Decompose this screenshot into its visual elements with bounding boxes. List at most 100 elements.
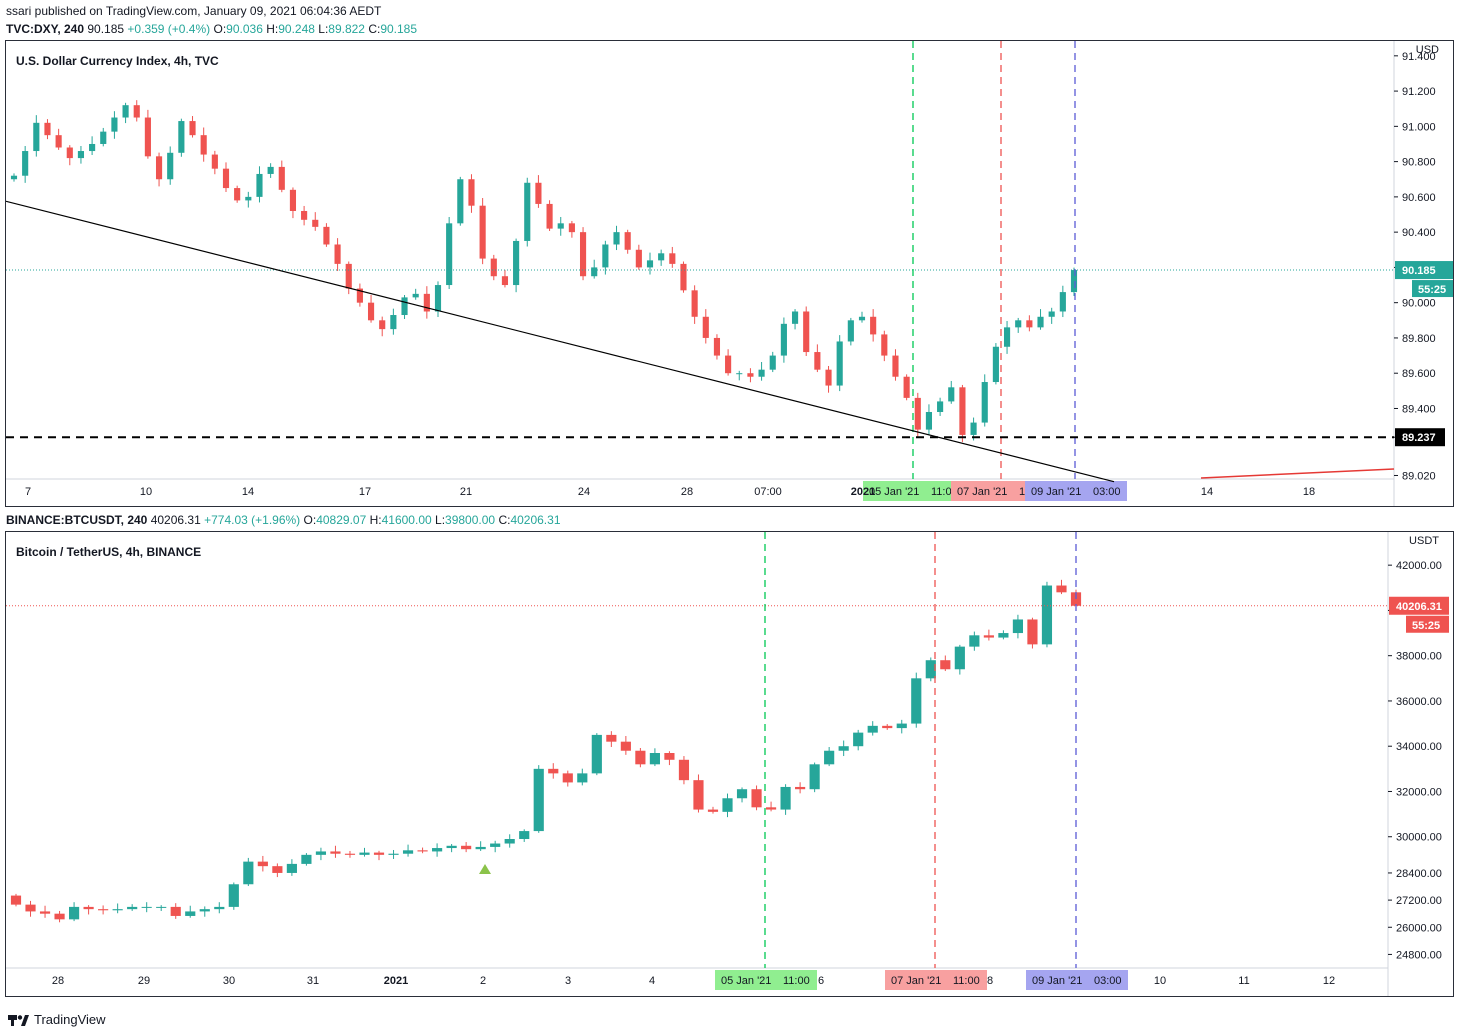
- btc-open-label: O:: [303, 513, 317, 527]
- candle-body: [725, 355, 732, 374]
- countdown-badge: [1412, 280, 1455, 298]
- candle-body: [234, 188, 241, 201]
- candle-body: [722, 798, 733, 812]
- candle-body: [44, 122, 51, 136]
- candle-body: [620, 741, 631, 751]
- candle-body: [323, 226, 330, 245]
- candle-body: [568, 223, 575, 233]
- candle-body: [289, 189, 297, 211]
- candle-body: [713, 337, 721, 356]
- candle-body: [1059, 292, 1066, 312]
- dxy-chart[interactable]: 91.40091.20091.00090.80090.60090.40090.2…: [5, 41, 1455, 506]
- tradingview-brand: TradingView: [34, 1012, 106, 1027]
- y-tick-label: 90.800: [1402, 157, 1436, 169]
- time-marker-date: 07 Jan '21: [957, 486, 1007, 498]
- candle-body: [809, 764, 820, 790]
- candle-body: [373, 852, 385, 855]
- btc-panel[interactable]: 42000.0040000.0038000.0036000.0034000.00…: [5, 531, 1454, 997]
- x-tick-label: 29: [138, 975, 150, 987]
- candle-body: [55, 135, 62, 148]
- candle-body: [758, 369, 765, 377]
- candle-body: [1026, 320, 1033, 328]
- x-tick-label: 30: [223, 975, 235, 987]
- candle-body: [562, 773, 573, 783]
- btc-high: 41600.00: [381, 513, 432, 527]
- candle-body: [691, 290, 698, 317]
- candle-body: [1048, 311, 1055, 317]
- candle-body: [646, 260, 654, 268]
- publish-line: ssari published on TradingView.com, Janu…: [6, 4, 382, 18]
- candle-body: [591, 734, 602, 774]
- candle-body: [446, 845, 457, 849]
- candle-body: [504, 839, 515, 844]
- candle-body: [278, 166, 285, 190]
- candle-body: [624, 232, 631, 250]
- x-tick-label: 2: [480, 975, 486, 987]
- time-marker-time: 03:00: [1094, 975, 1122, 987]
- candle-body: [546, 203, 553, 229]
- y-tick-label: 91.200: [1402, 86, 1436, 98]
- y-tick-label: 89.400: [1402, 403, 1436, 415]
- dxy-change: +0.359 (+0.4%): [127, 22, 211, 36]
- candle-body: [914, 397, 921, 430]
- candle-body: [881, 334, 888, 356]
- candle-body: [535, 182, 542, 204]
- candle-body: [838, 746, 849, 751]
- candle-body: [390, 315, 397, 330]
- candle-body: [858, 316, 866, 321]
- candle-body: [402, 850, 414, 854]
- candle-body: [228, 884, 239, 907]
- candle-body: [577, 773, 588, 783]
- candle-body: [256, 173, 263, 197]
- candle-body: [211, 154, 218, 169]
- time-marker-date: 07 Jan '21: [891, 975, 941, 987]
- candle-body: [127, 906, 138, 910]
- candle-body: [747, 373, 754, 377]
- candle-body: [199, 909, 210, 912]
- candle-body: [780, 323, 787, 356]
- btc-low-label: L:: [435, 513, 446, 527]
- candle-body: [925, 411, 933, 430]
- y-tick-label: 32000.00: [1396, 786, 1442, 798]
- candle-body: [693, 780, 704, 810]
- candle-body: [243, 861, 254, 885]
- btc-low: 39800.00: [445, 513, 496, 527]
- candle-body: [579, 232, 587, 277]
- x-tick-label: 8: [987, 975, 993, 987]
- time-marker-date: 05 Jan '21: [869, 486, 919, 498]
- btc-chart[interactable]: 42000.0040000.0038000.0036000.0034000.00…: [6, 532, 1453, 996]
- time-marker-time: 11:00: [953, 975, 980, 987]
- candle-body: [635, 249, 642, 268]
- y-tick-label: 42000.00: [1396, 560, 1442, 572]
- candle-body: [1037, 316, 1044, 328]
- candle-body: [155, 156, 163, 180]
- candle-body: [970, 422, 977, 435]
- candle-body: [780, 786, 791, 810]
- candle-body: [89, 143, 96, 152]
- candle-body: [412, 293, 419, 298]
- trendline: [5, 200, 1115, 483]
- candle-body: [301, 854, 312, 864]
- candle-body: [423, 293, 430, 312]
- dxy-panel[interactable]: 91.40091.20091.00090.80090.60090.40090.2…: [5, 40, 1455, 507]
- candle-body: [557, 223, 564, 229]
- time-marker-time: 11:00: [783, 975, 810, 987]
- tradingview-footer[interactable]: TradingView: [8, 1012, 106, 1027]
- x-tick-label: 4: [649, 975, 655, 987]
- candle-body: [461, 845, 472, 850]
- candle-body: [367, 302, 375, 321]
- candle-body: [100, 131, 107, 144]
- dxy-low: 89.822: [328, 22, 365, 36]
- candle-body: [602, 244, 609, 268]
- x-tick-label: 14: [242, 486, 254, 498]
- candle-body: [954, 646, 965, 670]
- candle-body: [925, 660, 936, 679]
- x-tick-label: 17: [359, 486, 371, 498]
- currency-label: USD: [1416, 44, 1439, 56]
- y-tick-label: 34000.00: [1396, 741, 1442, 753]
- candle-body: [66, 147, 73, 159]
- candle-body: [388, 853, 399, 855]
- candle-body: [870, 316, 877, 335]
- y-tick-label: 24800.00: [1396, 949, 1442, 961]
- candle-body: [940, 660, 951, 670]
